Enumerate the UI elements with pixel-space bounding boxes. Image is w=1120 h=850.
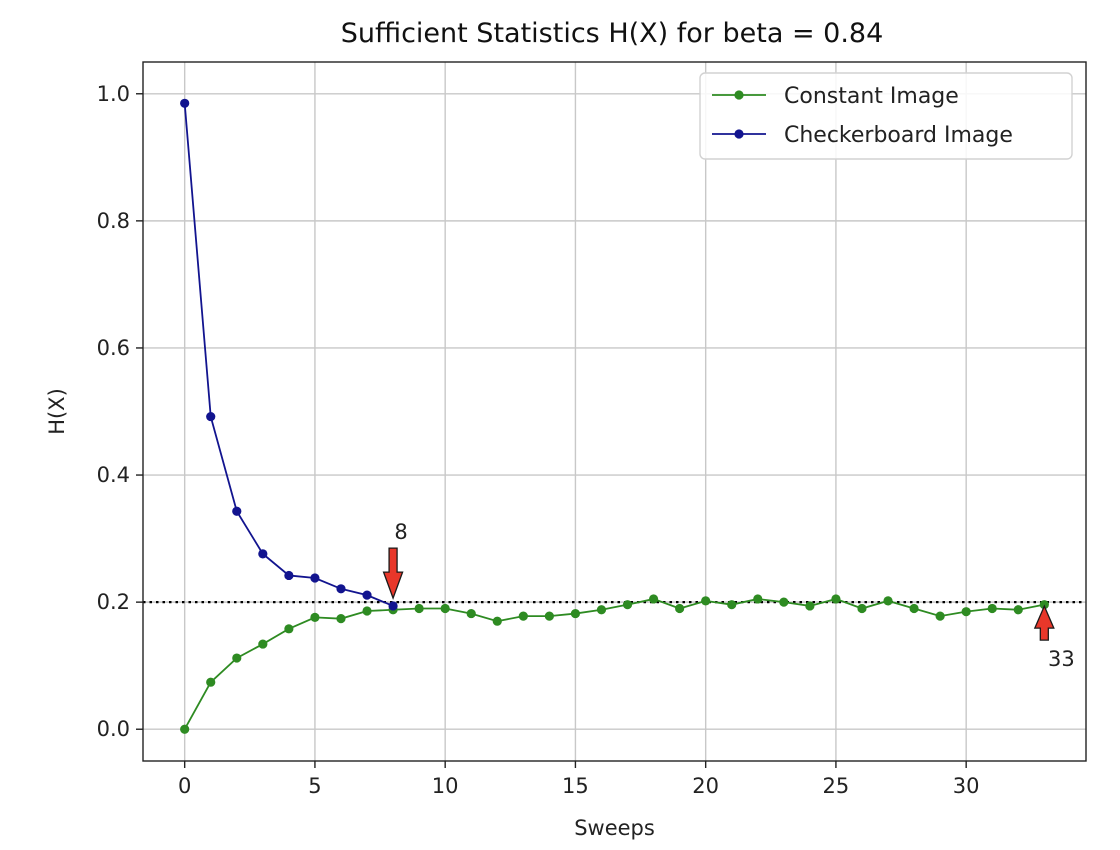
y-tick-label: 0.4 bbox=[97, 463, 130, 487]
legend-label: Constant Image bbox=[784, 84, 959, 109]
y-tick-label: 0.2 bbox=[97, 590, 130, 614]
data-point-constant-image bbox=[987, 603, 997, 614]
chart-title: Sufficient Statistics H(X) for beta = 0.… bbox=[341, 18, 884, 49]
y-tick-label: 1.0 bbox=[97, 82, 130, 106]
data-point-constant-image bbox=[518, 611, 528, 621]
data-point-constant-image bbox=[883, 596, 893, 606]
data-point-checkerboard-image bbox=[336, 584, 346, 594]
data-point-constant-image bbox=[232, 653, 242, 663]
legend-label: Checkerboard Image bbox=[784, 123, 1013, 148]
x-tick-label: 20 bbox=[692, 774, 719, 798]
data-point-checkerboard-image bbox=[180, 98, 190, 108]
y-tick-label: 0.0 bbox=[97, 717, 130, 741]
data-point-constant-image bbox=[805, 601, 815, 611]
annotation-arrow bbox=[1033, 604, 1055, 641]
data-point-constant-image bbox=[961, 607, 971, 617]
data-point-constant-image bbox=[779, 597, 789, 607]
data-point-constant-image bbox=[492, 616, 502, 626]
y-tick-label: 0.6 bbox=[97, 336, 130, 360]
data-point-constant-image bbox=[909, 603, 919, 614]
annotation-arrow bbox=[382, 547, 404, 601]
data-point-constant-image bbox=[544, 611, 554, 621]
data-point-constant-image bbox=[596, 605, 607, 615]
data-point-constant-image bbox=[180, 724, 190, 734]
data-point-checkerboard-image bbox=[258, 549, 268, 559]
data-point-checkerboard-image bbox=[284, 570, 294, 581]
data-point-constant-image bbox=[310, 612, 320, 622]
data-point-constant-image bbox=[675, 603, 685, 614]
data-point-checkerboard-image bbox=[206, 411, 216, 422]
data-point-constant-image bbox=[831, 594, 841, 604]
data-point-constant-image bbox=[362, 606, 372, 616]
data-point-checkerboard-image bbox=[362, 590, 372, 600]
x-tick-label: 25 bbox=[823, 774, 850, 798]
y-axis-label: H(X) bbox=[45, 388, 69, 435]
data-point-constant-image bbox=[336, 614, 346, 624]
data-point-constant-image bbox=[753, 594, 763, 604]
annotation-layer: 8 33 bbox=[382, 520, 1075, 671]
legend-box bbox=[699, 72, 1073, 160]
x-axis-label: Sweeps bbox=[574, 816, 655, 840]
annotation-label: 8 bbox=[394, 520, 407, 544]
data-point-constant-image bbox=[206, 677, 216, 687]
axis-ticks: 0 5 10 15 20 25 30 0.0 0.2 0.4 0.6 0.8 1.0 bbox=[97, 82, 980, 798]
data-point-constant-image bbox=[284, 624, 294, 634]
data-point-constant-image bbox=[570, 608, 581, 619]
plot-frame bbox=[142, 61, 1087, 762]
annotation-label: 33 bbox=[1048, 647, 1075, 671]
data-point-constant-image bbox=[648, 594, 659, 604]
legend: Constant Image Checkerboard Image bbox=[699, 72, 1073, 160]
legend-marker bbox=[734, 129, 744, 139]
y-tick-label: 0.8 bbox=[97, 209, 130, 233]
x-tick-label: 30 bbox=[953, 774, 980, 798]
data-point-constant-image bbox=[857, 603, 867, 614]
data-point-checkerboard-image bbox=[232, 506, 242, 516]
x-tick-label: 15 bbox=[562, 774, 589, 798]
data-point-constant-image bbox=[1013, 605, 1023, 615]
legend-marker bbox=[734, 90, 744, 100]
data-point-checkerboard-image bbox=[310, 573, 320, 583]
data-point-constant-image bbox=[258, 639, 268, 649]
x-tick-label: 0 bbox=[178, 774, 191, 798]
data-point-constant-image bbox=[414, 603, 424, 614]
data-point-constant-image bbox=[727, 600, 737, 610]
data-point-constant-image bbox=[440, 603, 450, 614]
x-tick-label: 10 bbox=[432, 774, 459, 798]
series-line-constant-image bbox=[183, 598, 1045, 730]
data-point-constant-image bbox=[701, 596, 711, 606]
x-tick-label: 5 bbox=[308, 774, 321, 798]
data-point-constant-image bbox=[466, 608, 476, 619]
data-point-constant-image bbox=[622, 600, 633, 610]
series-layer bbox=[180, 98, 1049, 734]
data-point-constant-image bbox=[935, 611, 945, 621]
data-point-checkerboard-image bbox=[388, 601, 398, 611]
